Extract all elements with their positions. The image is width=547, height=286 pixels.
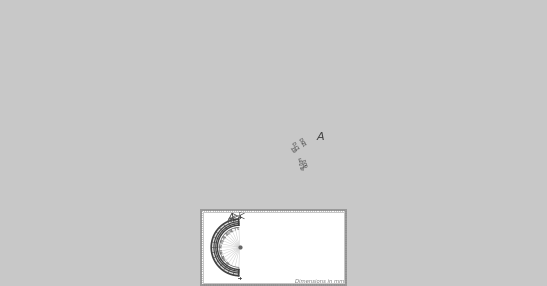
Text: 410m: 410m	[297, 155, 306, 170]
Text: 21.5: 21.5	[222, 231, 231, 240]
Polygon shape	[284, 132, 316, 163]
Polygon shape	[299, 131, 316, 156]
Polygon shape	[283, 124, 325, 164]
Text: Bar box slot: Bar box slot	[0, 285, 1, 286]
Text: 21.5: 21.5	[225, 228, 235, 237]
Circle shape	[287, 143, 289, 145]
Polygon shape	[211, 219, 239, 276]
Polygon shape	[214, 222, 238, 273]
Text: 14.75: 14.75	[228, 227, 241, 234]
FancyBboxPatch shape	[293, 160, 298, 166]
Text: r: r	[238, 211, 241, 216]
Text: A: A	[317, 132, 325, 142]
Text: 170: 170	[292, 139, 301, 150]
Circle shape	[301, 158, 304, 160]
Text: A: A	[228, 213, 234, 223]
Text: 67: 67	[290, 143, 298, 152]
Text: 14.75: 14.75	[220, 252, 231, 265]
Text: 600: 600	[301, 156, 309, 167]
Polygon shape	[288, 140, 304, 161]
Circle shape	[298, 160, 300, 162]
FancyBboxPatch shape	[201, 210, 346, 285]
Text: SciTil slot: SciTil slot	[0, 285, 1, 286]
Text: 21.5: 21.5	[219, 243, 224, 253]
Polygon shape	[289, 142, 302, 160]
Text: 21.5: 21.5	[219, 238, 225, 249]
Text: 21.5: 21.5	[220, 234, 228, 244]
Text: 180: 180	[299, 134, 309, 146]
Circle shape	[290, 140, 293, 142]
Text: Dimensions in mm: Dimensions in mm	[295, 279, 344, 285]
Text: 21.5: 21.5	[219, 248, 226, 259]
